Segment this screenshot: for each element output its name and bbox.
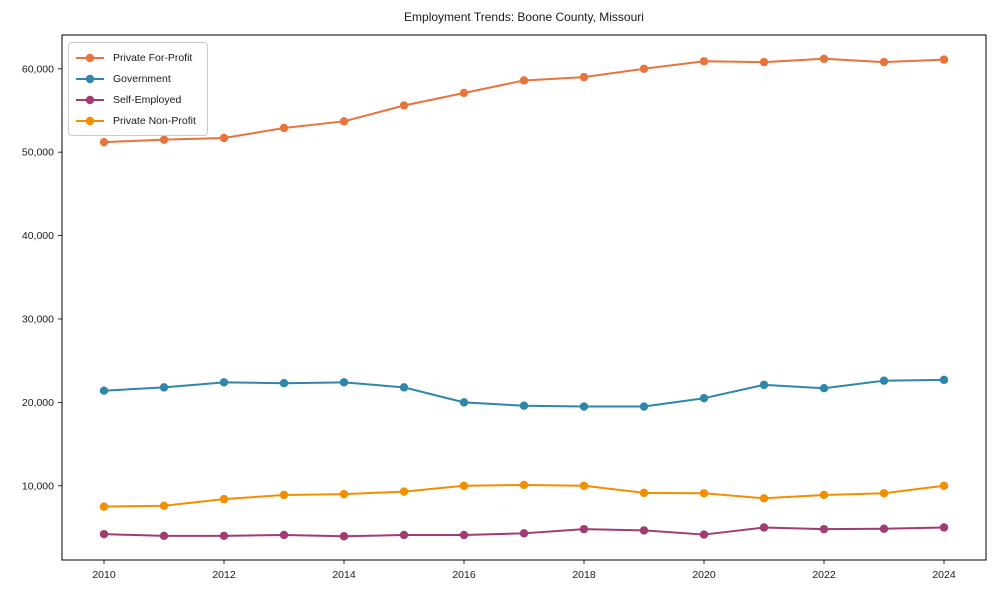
data-point-self-employed-2022 <box>819 524 829 534</box>
data-point-private-for-profit-2016 <box>459 88 469 98</box>
data-point-self-employed-2024 <box>939 523 949 532</box>
legend-item-private-non-profit: Private Non-Profit <box>74 110 199 131</box>
data-point-private-non-profit-2023 <box>879 489 889 498</box>
data-point-self-employed-2010 <box>99 529 109 539</box>
data-point-private-for-profit-2010 <box>99 137 109 147</box>
data-point-private-non-profit-2011 <box>159 501 169 510</box>
data-point-private-for-profit-2019 <box>639 64 649 73</box>
data-point-government-2019 <box>639 402 649 411</box>
data-point-self-employed-2016 <box>459 530 469 540</box>
data-point-private-non-profit-2020 <box>699 489 709 498</box>
y-tick-label: 30,000 <box>22 313 54 325</box>
data-point-self-employed-2021 <box>759 523 769 532</box>
legend-marker-government-icon <box>76 74 104 83</box>
data-point-private-non-profit-2014 <box>339 489 349 499</box>
data-point-government-2023 <box>879 376 889 385</box>
data-point-self-employed-2019 <box>639 526 649 535</box>
data-point-government-2022 <box>819 383 829 393</box>
data-point-private-non-profit-2024 <box>939 481 949 490</box>
legend-marker-self-employed-icon <box>76 95 104 104</box>
legend-item-government: Government <box>74 68 199 89</box>
data-point-private-for-profit-2014 <box>339 117 349 126</box>
legend-label: Private For-Profit <box>113 51 193 64</box>
data-point-private-for-profit-2020 <box>699 57 709 66</box>
data-point-government-2014 <box>339 378 349 387</box>
data-point-self-employed-2020 <box>699 530 709 539</box>
data-point-government-2018 <box>579 402 589 411</box>
legend-label: Self-Employed <box>113 93 182 106</box>
data-point-private-non-profit-2018 <box>579 481 589 490</box>
data-point-private-non-profit-2017 <box>519 480 529 490</box>
data-point-self-employed-2011 <box>159 531 169 541</box>
series-line-private-for-profit <box>103 57 945 144</box>
data-point-self-employed-2014 <box>339 532 349 541</box>
data-point-private-non-profit-2012 <box>219 494 229 504</box>
x-tick-label: 2018 <box>572 569 596 581</box>
x-tick-label: 2012 <box>212 569 236 581</box>
y-tick-label: 10,000 <box>22 480 54 492</box>
data-point-self-employed-2015 <box>399 530 409 540</box>
data-point-self-employed-2012 <box>219 531 229 541</box>
data-point-government-2024 <box>939 375 949 385</box>
data-point-private-non-profit-2010 <box>99 502 109 511</box>
data-point-government-2021 <box>759 380 769 390</box>
data-point-private-non-profit-2019 <box>639 488 649 498</box>
data-point-private-for-profit-2018 <box>579 72 589 82</box>
data-point-government-2011 <box>159 383 169 392</box>
data-point-private-for-profit-2011 <box>159 135 169 144</box>
data-point-private-for-profit-2022 <box>819 54 829 63</box>
data-point-government-2010 <box>99 386 109 395</box>
legend-label: Government <box>113 72 171 85</box>
data-point-government-2016 <box>459 398 469 407</box>
data-point-private-for-profit-2024 <box>939 55 949 64</box>
data-point-private-for-profit-2013 <box>279 123 289 133</box>
chart-title: Employment Trends: Boone County, Missour… <box>404 10 644 24</box>
series-private-non-profit <box>99 480 949 511</box>
x-tick-label: 2016 <box>452 569 476 581</box>
data-point-self-employed-2017 <box>519 529 529 538</box>
data-point-private-non-profit-2022 <box>819 490 829 500</box>
x-tick-label: 2020 <box>692 569 716 581</box>
x-tick-label: 2022 <box>812 569 836 581</box>
data-point-self-employed-2023 <box>879 524 889 533</box>
y-tick-label: 40,000 <box>22 230 54 242</box>
data-point-government-2013 <box>279 378 289 388</box>
legend-item-private-for-profit: Private For-Profit <box>74 47 199 68</box>
y-tick-label: 20,000 <box>22 397 54 409</box>
data-point-private-non-profit-2013 <box>279 490 289 500</box>
series-government <box>99 375 949 411</box>
x-tick-label: 2024 <box>932 569 956 581</box>
data-point-private-for-profit-2017 <box>519 76 529 85</box>
data-point-private-non-profit-2015 <box>399 487 409 496</box>
data-point-private-for-profit-2021 <box>759 57 769 67</box>
data-point-private-for-profit-2012 <box>219 133 229 143</box>
data-point-private-for-profit-2023 <box>879 57 889 67</box>
legend-marker-private-for-profit-icon <box>76 53 104 62</box>
y-tick-label: 50,000 <box>22 147 54 159</box>
data-point-government-2020 <box>699 394 709 403</box>
data-point-self-employed-2013 <box>279 530 289 540</box>
legend-marker-private-non-profit-icon <box>76 116 104 125</box>
y-tick-label: 60,000 <box>22 63 54 75</box>
legend-item-self-employed: Self-Employed <box>74 89 199 110</box>
data-point-self-employed-2018 <box>579 524 589 534</box>
data-point-private-for-profit-2015 <box>399 101 409 110</box>
data-point-government-2012 <box>219 378 229 387</box>
data-point-government-2017 <box>519 401 529 410</box>
data-point-government-2015 <box>399 383 409 392</box>
legend-label: Private Non-Profit <box>113 114 196 127</box>
series-self-employed <box>99 523 949 541</box>
plot-frame <box>61 34 987 561</box>
series-private-for-profit <box>99 54 949 147</box>
x-tick-label: 2014 <box>332 569 356 581</box>
data-point-private-non-profit-2021 <box>759 494 769 503</box>
data-point-private-non-profit-2016 <box>459 481 469 490</box>
x-tick-label: 2010 <box>92 569 116 581</box>
legend: Private For-Profit Government Self-Employe… <box>68 42 208 136</box>
